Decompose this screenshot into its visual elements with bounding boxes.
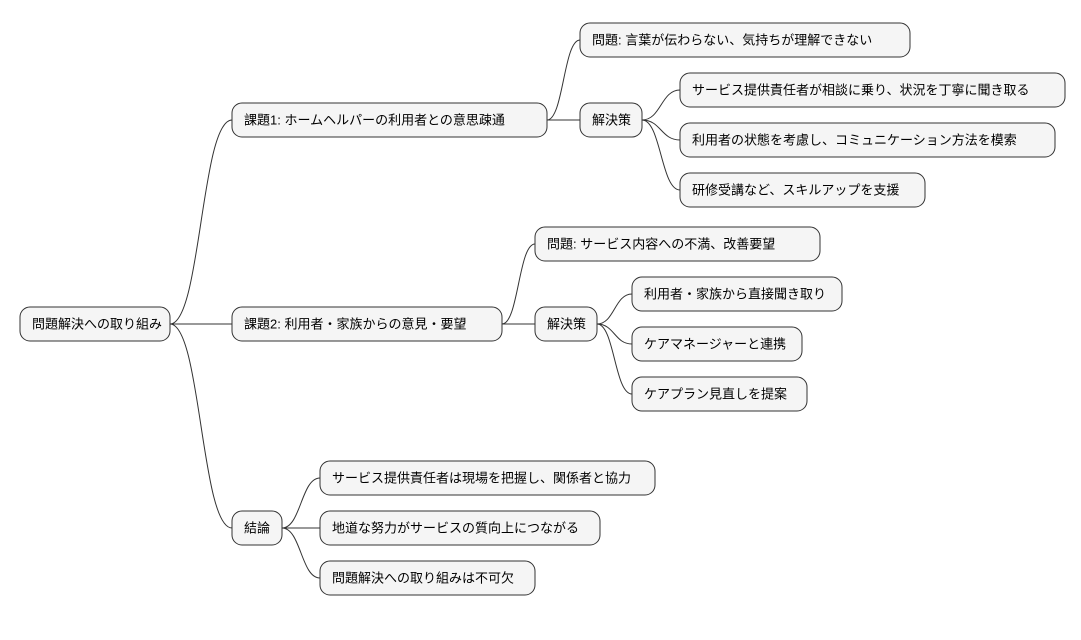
node-label: 問題解決への取り組み xyxy=(32,316,162,331)
node-label: 利用者の状態を考慮し、コミュニケーション方法を模索 xyxy=(692,132,1017,147)
edge-issue2-i2_prob xyxy=(502,244,535,324)
node-issue1: 課題1: ホームヘルパーの利用者との意思疎通 xyxy=(232,103,547,137)
edge-i2_sol-i2_s1 xyxy=(597,294,632,324)
node-i1_sol: 解決策 xyxy=(580,103,642,137)
node-c2: 地道な努力がサービスの質向上につながる xyxy=(320,511,600,545)
edge-i1_sol-i1_s1 xyxy=(642,90,680,120)
node-label: 結論 xyxy=(244,520,270,535)
node-label: ケアマネージャーと連携 xyxy=(644,336,786,351)
node-label: 問題: 言葉が伝わらない、気持ちが理解できない xyxy=(592,32,872,47)
node-i2_sol: 解決策 xyxy=(535,307,597,341)
node-i2_prob: 問題: サービス内容への不満、改善要望 xyxy=(535,227,820,261)
edge-concl-c1 xyxy=(282,478,320,528)
node-label: サービス提供責任者は現場を把握し、関係者と協力 xyxy=(332,470,631,485)
mindmap-canvas: 問題解決への取り組み 課題1: ホームヘルパーの利用者との意思疎通 問題: 言葉が伝… xyxy=(0,0,1081,640)
node-i2_s1: 利用者・家族から直接聞き取り xyxy=(632,277,842,311)
node-label: 課題1: ホームヘルパーの利用者との意思疎通 xyxy=(244,112,505,127)
node-i2_s2: ケアマネージャーと連携 xyxy=(632,327,802,361)
node-issue2: 課題2: 利用者・家族からの意見・要望 xyxy=(232,307,502,341)
node-label: 課題2: 利用者・家族からの意見・要望 xyxy=(244,316,466,331)
node-i1_s3: 研修受講など、スキルアップを支援 xyxy=(680,173,925,207)
node-i1_s1: サービス提供責任者が相談に乗り、状況を丁寧に聞き取る xyxy=(680,73,1065,107)
node-i1_prob: 問題: 言葉が伝わらない、気持ちが理解できない xyxy=(580,23,910,57)
edge-concl-c3 xyxy=(282,528,320,578)
node-label: ケアプラン見直しを提案 xyxy=(644,386,787,401)
node-i1_s2: 利用者の状態を考慮し、コミュニケーション方法を模索 xyxy=(680,123,1055,157)
node-label: 問題解決への取り組みは不可欠 xyxy=(332,570,514,585)
node-root: 問題解決への取り組み xyxy=(20,307,170,341)
node-label: 研修受講など、スキルアップを支援 xyxy=(692,182,899,197)
node-label: 利用者・家族から直接聞き取り xyxy=(644,286,826,301)
node-label: 解決策 xyxy=(592,112,631,127)
node-concl: 結論 xyxy=(232,511,282,545)
edge-root-issue1 xyxy=(170,120,232,324)
edge-root-concl xyxy=(170,324,232,528)
node-c3: 問題解決への取り組みは不可欠 xyxy=(320,561,535,595)
node-label: 地道な努力がサービスの質向上につながる xyxy=(332,520,579,535)
node-c1: サービス提供責任者は現場を把握し、関係者と協力 xyxy=(320,461,655,495)
edge-issue1-i1_prob xyxy=(547,40,580,120)
node-label: 解決策 xyxy=(547,316,586,331)
node-label: 問題: サービス内容への不満、改善要望 xyxy=(547,236,775,251)
node-label: サービス提供責任者が相談に乗り、状況を丁寧に聞き取る xyxy=(692,82,1029,97)
nodes-layer: 問題解決への取り組み 課題1: ホームヘルパーの利用者との意思疎通 問題: 言葉が伝… xyxy=(20,23,1065,595)
node-i2_s3: ケアプラン見直しを提案 xyxy=(632,377,807,411)
